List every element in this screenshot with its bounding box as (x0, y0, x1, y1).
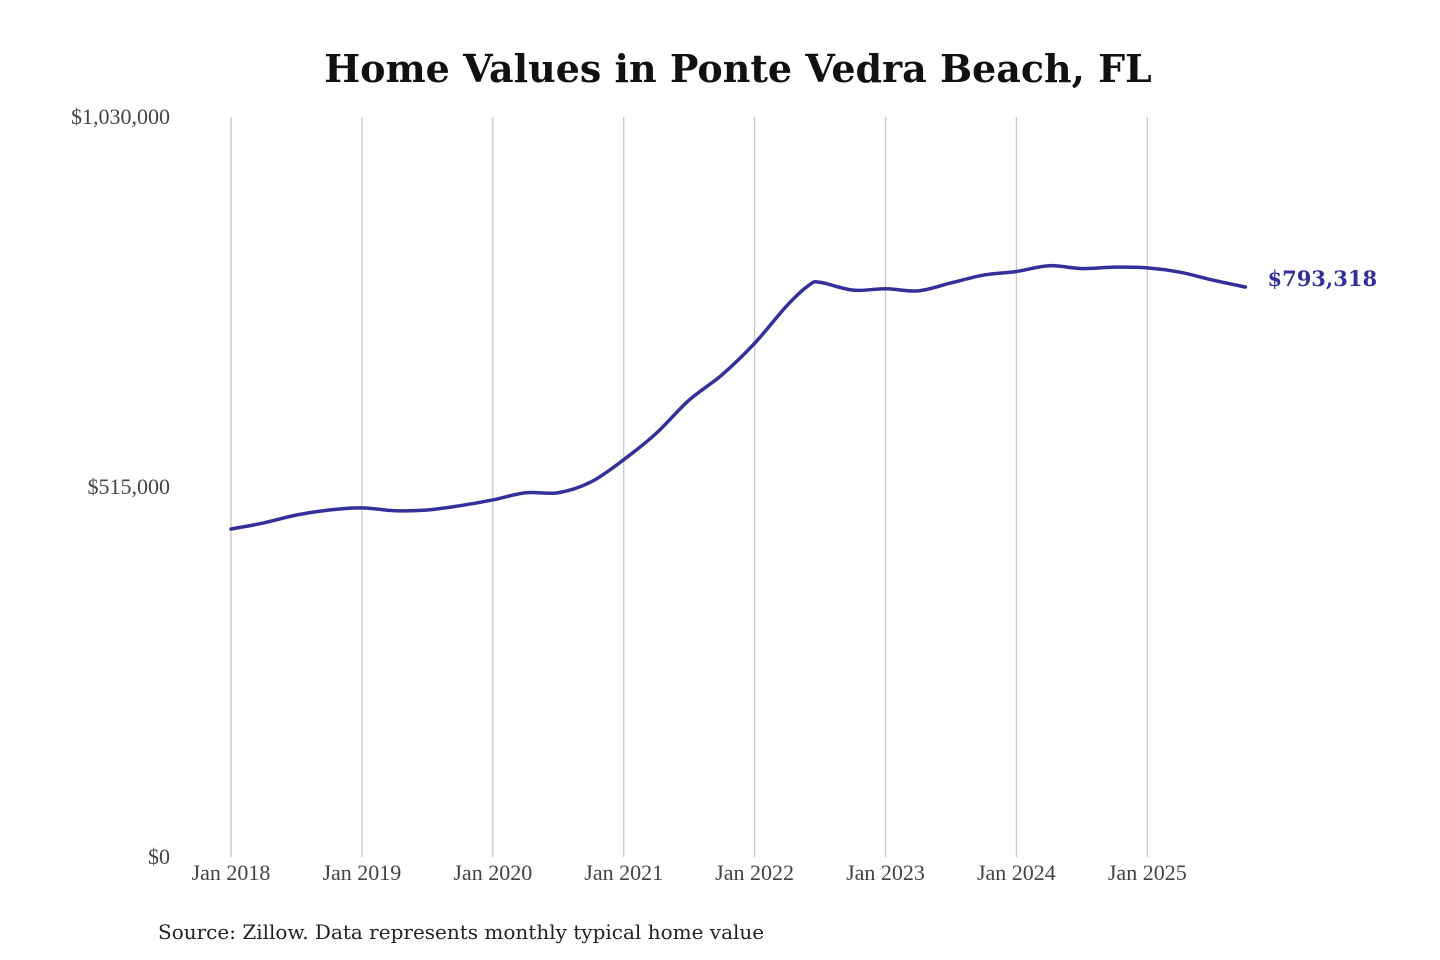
y-tick-label: $515,000 (88, 474, 171, 499)
x-tick-label: Jan 2020 (453, 860, 532, 885)
x-tick-label: Jan 2019 (322, 860, 401, 885)
x-tick-label: Jan 2023 (846, 860, 925, 885)
x-tick-label: Jan 2021 (584, 860, 663, 885)
gridlines (230, 117, 1148, 857)
x-tick-label: Jan 2024 (977, 860, 1056, 885)
y-axis: $0 $515,000 $1,030,000 (71, 104, 170, 869)
series-line (229, 263, 1248, 531)
source-note: Source: Zillow. Data represents monthly … (158, 920, 764, 944)
x-tick-label: Jan 2022 (715, 860, 794, 885)
x-tick-label: Jan 2025 (1108, 860, 1187, 885)
end-value-label: $793,318 (1267, 266, 1377, 291)
x-axis: Jan 2018 Jan 2019 Jan 2020 Jan 2021 Jan 2022… (192, 860, 1187, 885)
y-tick-label: $0 (148, 844, 170, 869)
chart-title: Home Values in Ponte Vedra Beach, FL (324, 46, 1152, 91)
x-tick-label: Jan 2018 (192, 860, 271, 885)
y-tick-label: $1,030,000 (71, 104, 170, 129)
